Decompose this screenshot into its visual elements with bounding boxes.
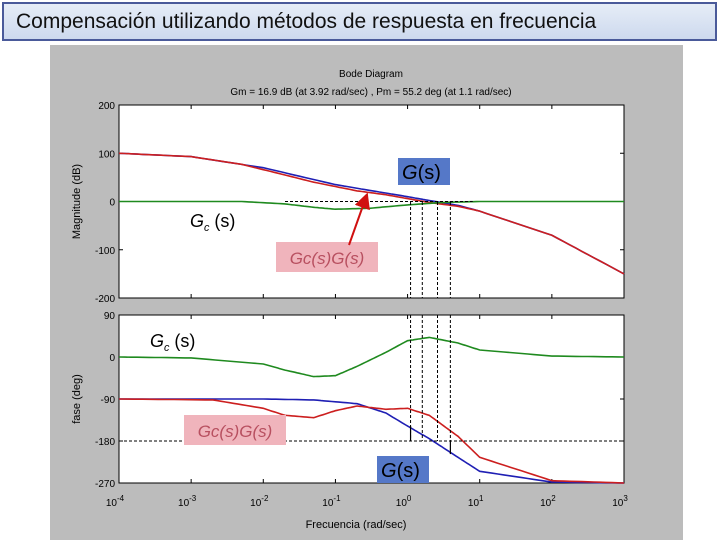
- phase-series-GcG: [118, 398, 625, 484]
- x-tick-label: 10-3: [178, 494, 197, 509]
- x-axis-label: Frecuencia (rad/sec): [306, 519, 407, 531]
- bode-figure: 200 100 0 -100 -200 90 0 -90 -180 -270 Bode Diag…: [50, 45, 683, 540]
- magnitude-ytick-label: 200: [98, 101, 115, 112]
- magnitude-ytick-label: 0: [109, 198, 115, 209]
- phase-ytick-label: -90: [101, 395, 116, 406]
- x-tick-label: 10-4: [106, 494, 125, 509]
- ph-Gc-label: Gc (s): [150, 331, 195, 354]
- phase-ytick-label: 90: [104, 311, 116, 322]
- phase-ylabel: fase (deg): [71, 374, 83, 424]
- slide-title-bar: Compensación utilizando métodos de respu…: [2, 2, 717, 41]
- x-tick-label: 102: [540, 494, 556, 509]
- x-tick-label: 10-1: [322, 494, 341, 509]
- phase-series-G: [119, 398, 625, 484]
- magnitude-ylabel: Magnitude (dB): [71, 164, 83, 239]
- phase-ytick-label: 0: [109, 353, 115, 364]
- ph-G-label: G(s): [381, 460, 420, 482]
- ph-GcG-label: Gc(s)G(s): [198, 422, 273, 441]
- mag-G-label: G(s): [402, 162, 441, 184]
- phase-ytick-label: -270: [95, 479, 115, 490]
- bode-chart-svg: 200 100 0 -100 -200 90 0 -90 -180 -270 Bode Diag…: [71, 69, 628, 531]
- magnitude-ytick-label: -200: [95, 294, 115, 305]
- phase-ytick-label: -180: [95, 437, 115, 448]
- magnitude-series-GcG: [118, 152, 625, 275]
- x-tick-label: 101: [468, 494, 484, 509]
- mag-Gc-label: Gc (s): [190, 211, 235, 234]
- x-tick-label: 103: [612, 494, 628, 509]
- chart-title: Bode Diagram: [339, 69, 403, 80]
- slide-title: Compensación utilizando métodos de respu…: [16, 10, 597, 33]
- mag-G-label-box: [398, 158, 450, 185]
- phase-series-Gc: [118, 336, 625, 378]
- magnitude-ytick-label: -100: [95, 246, 115, 257]
- mag-GcG-label-box: [276, 242, 378, 272]
- ph-G-label-box: [377, 456, 429, 483]
- magnitude-ytick-label: 100: [98, 149, 115, 160]
- chart-subtitle: Gm = 16.9 dB (at 3.92 rad/sec) , Pm = 55…: [230, 87, 511, 98]
- mag-GcG-label: Gc(s)G(s): [290, 249, 365, 268]
- ph-GcG-label-box: [184, 415, 286, 445]
- x-tick-label: 10-2: [250, 494, 269, 509]
- mag-GcG-arrow: [348, 192, 370, 246]
- x-tick-label: 100: [396, 494, 412, 509]
